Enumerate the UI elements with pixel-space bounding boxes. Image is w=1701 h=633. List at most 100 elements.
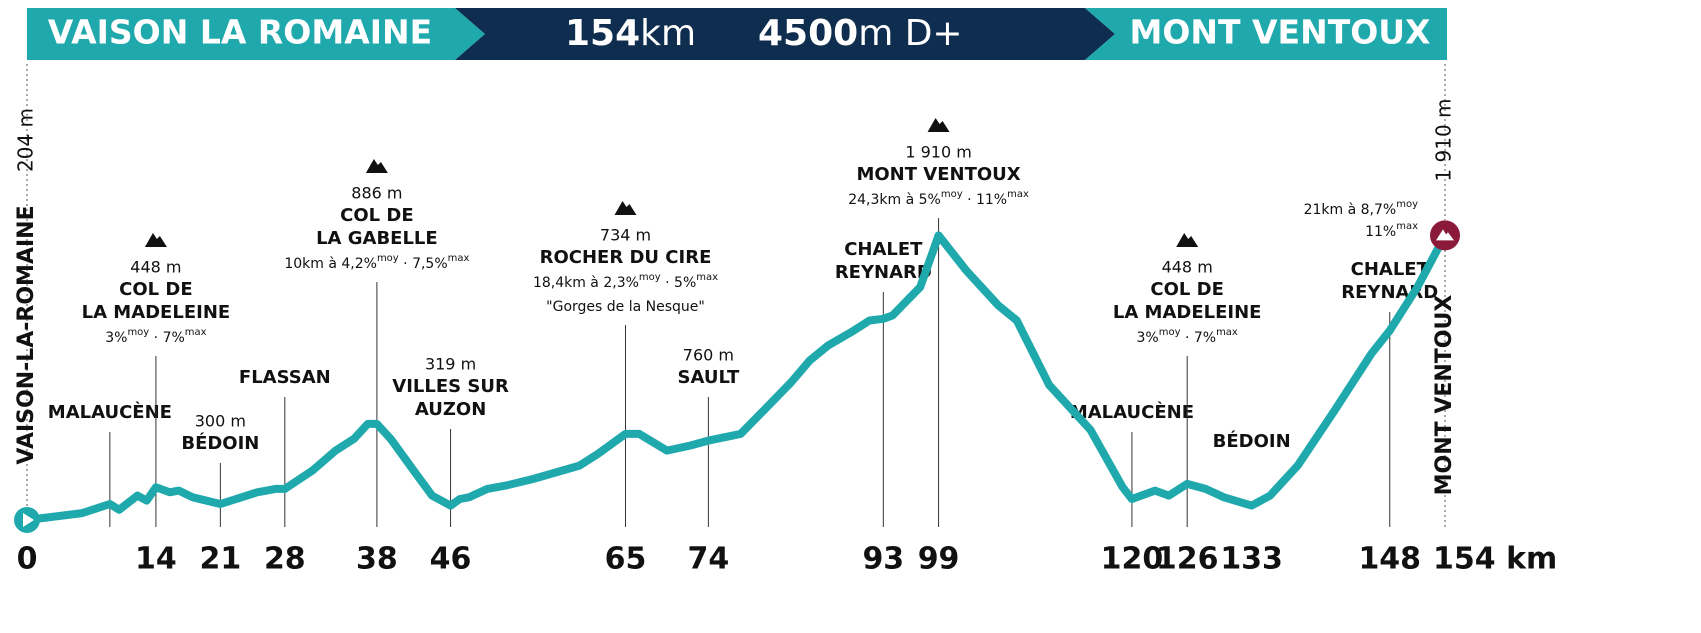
detail-text: 10km à 4,2% xyxy=(284,256,377,272)
altitude-label: 886 m xyxy=(351,184,402,203)
summit-icon xyxy=(614,201,637,215)
x-tick-label: 126 xyxy=(1156,542,1219,577)
superscript: moy xyxy=(1159,327,1181,338)
climb-detail: 18,4km à 2,3%moy · 5%max xyxy=(533,272,718,291)
place-name: CHALET xyxy=(1351,259,1430,280)
x-tick-label: 28 xyxy=(264,542,306,577)
place-name: ROCHER DU CIRE xyxy=(540,247,712,268)
superscript: max xyxy=(185,327,207,338)
altitude-label: 448 m xyxy=(130,258,181,277)
summit-icon xyxy=(365,159,388,173)
climb-value: 4500 xyxy=(758,13,858,54)
x-tick-label: 74 xyxy=(688,542,730,577)
superscript: moy xyxy=(127,327,149,338)
x-tick-label: 154 km xyxy=(1433,542,1557,577)
start-arrow xyxy=(23,512,34,527)
summit-icon xyxy=(927,118,950,132)
place-name: LA GABELLE xyxy=(316,228,438,249)
detail-text: 11% xyxy=(1365,224,1396,240)
detail-text: · 7% xyxy=(149,330,185,346)
header-finish: MONT VENTOUX xyxy=(1129,13,1430,52)
detail-text: · 11% xyxy=(963,192,1007,208)
finish-elevation: 1 910 m xyxy=(1432,98,1456,181)
superscript: moy xyxy=(639,272,661,283)
superscript: max xyxy=(696,272,718,283)
finish-detail: 21km à 8,7%moy xyxy=(1304,199,1418,218)
place-name: VILLES SUR xyxy=(392,376,509,397)
x-tick-label: 65 xyxy=(605,542,647,577)
place-name: LA MADELEINE xyxy=(82,302,231,323)
elevation-line xyxy=(23,231,1449,524)
detail-text: 24,3km à 5% xyxy=(848,192,941,208)
place-name: CHALET xyxy=(844,239,923,260)
place-name: LA MADELEINE xyxy=(1113,302,1262,323)
header-finish-band xyxy=(1085,8,1447,60)
header-distance: 154km xyxy=(565,13,696,54)
finish-name: MONT VENTOUX xyxy=(1432,295,1457,496)
header-climb: 4500m D+ xyxy=(758,13,963,54)
place-name: BÉDOIN xyxy=(181,432,259,454)
place-name: AUZON xyxy=(415,399,486,420)
finish-icon xyxy=(1436,229,1454,241)
place-name: REYNARD xyxy=(835,262,932,283)
x-tick-label: 93 xyxy=(862,542,904,577)
superscript: max xyxy=(448,253,470,264)
place-name: MALAUCÈNE xyxy=(48,401,172,423)
climb-detail: 3%moy · 7%max xyxy=(1137,327,1238,346)
place-name: COL DE xyxy=(119,279,193,300)
header-start: VAISON LA ROMAINE xyxy=(48,13,432,52)
start-name: VAISON-LA-ROMAINE xyxy=(14,205,39,464)
detail-text: 3% xyxy=(105,330,127,346)
detail-text: · 5% xyxy=(661,275,697,291)
x-tick-label: 38 xyxy=(356,542,398,577)
start-elevation: 204 m xyxy=(14,108,38,172)
climb-detail: 10km à 4,2%moy · 7,5%max xyxy=(284,253,469,272)
place-name: REYNARD xyxy=(1341,282,1438,303)
climb-detail: "Gorges de la Nesque" xyxy=(546,299,705,315)
header-center-band xyxy=(455,8,1115,60)
superscript: moy xyxy=(941,189,963,200)
superscript: moy xyxy=(1396,199,1418,210)
distance-value: 154 xyxy=(565,13,640,54)
header-start-band xyxy=(27,8,485,60)
detail-text: 18,4km à 2,3% xyxy=(533,275,639,291)
climb-detail: 3%moy · 7%max xyxy=(105,327,206,346)
x-tick-label: 99 xyxy=(918,542,960,577)
superscript: moy xyxy=(377,253,399,264)
superscript: max xyxy=(1396,221,1418,232)
place-name: BÉDOIN xyxy=(1213,430,1291,452)
place-name: MONT VENTOUX xyxy=(856,164,1020,185)
distance-unit: km xyxy=(640,13,696,54)
summit-icon xyxy=(1176,233,1199,247)
detail-text: · 7,5% xyxy=(399,256,448,272)
finish-detail: 11%max xyxy=(1365,221,1418,240)
summit-icon xyxy=(144,233,167,247)
detail-text: · 7% xyxy=(1181,330,1217,346)
place-name: SAULT xyxy=(678,367,740,388)
climb-detail: 24,3km à 5%moy · 11%max xyxy=(848,189,1029,208)
x-tick-label: 133 xyxy=(1220,542,1283,577)
place-name: COL DE xyxy=(1150,279,1224,300)
x-tick-label: 120 xyxy=(1101,542,1164,577)
altitude-label: 300 m xyxy=(195,412,246,431)
altitude-label: 319 m xyxy=(425,355,476,374)
altitude-label: 760 m xyxy=(683,346,734,365)
detail-text: "Gorges de la Nesque" xyxy=(546,299,705,315)
place-name: COL DE xyxy=(340,205,414,226)
x-tick-label: 0 xyxy=(17,542,38,577)
detail-text: 21km à 8,7% xyxy=(1304,202,1397,218)
altitude-label: 1 910 m xyxy=(905,143,971,162)
altitude-label: 734 m xyxy=(600,226,651,245)
superscript: max xyxy=(1007,189,1029,200)
altitude-label: 448 m xyxy=(1162,258,1213,277)
climb-unit: m D+ xyxy=(858,13,962,54)
x-tick-label: 46 xyxy=(430,542,472,577)
place-name: MALAUCÈNE xyxy=(1070,401,1194,423)
place-name: FLASSAN xyxy=(239,367,331,388)
x-tick-label: 14 xyxy=(135,542,177,577)
x-tick-label: 148 xyxy=(1358,542,1421,577)
superscript: max xyxy=(1216,327,1238,338)
x-tick-label: 21 xyxy=(199,542,241,577)
detail-text: 3% xyxy=(1137,330,1159,346)
